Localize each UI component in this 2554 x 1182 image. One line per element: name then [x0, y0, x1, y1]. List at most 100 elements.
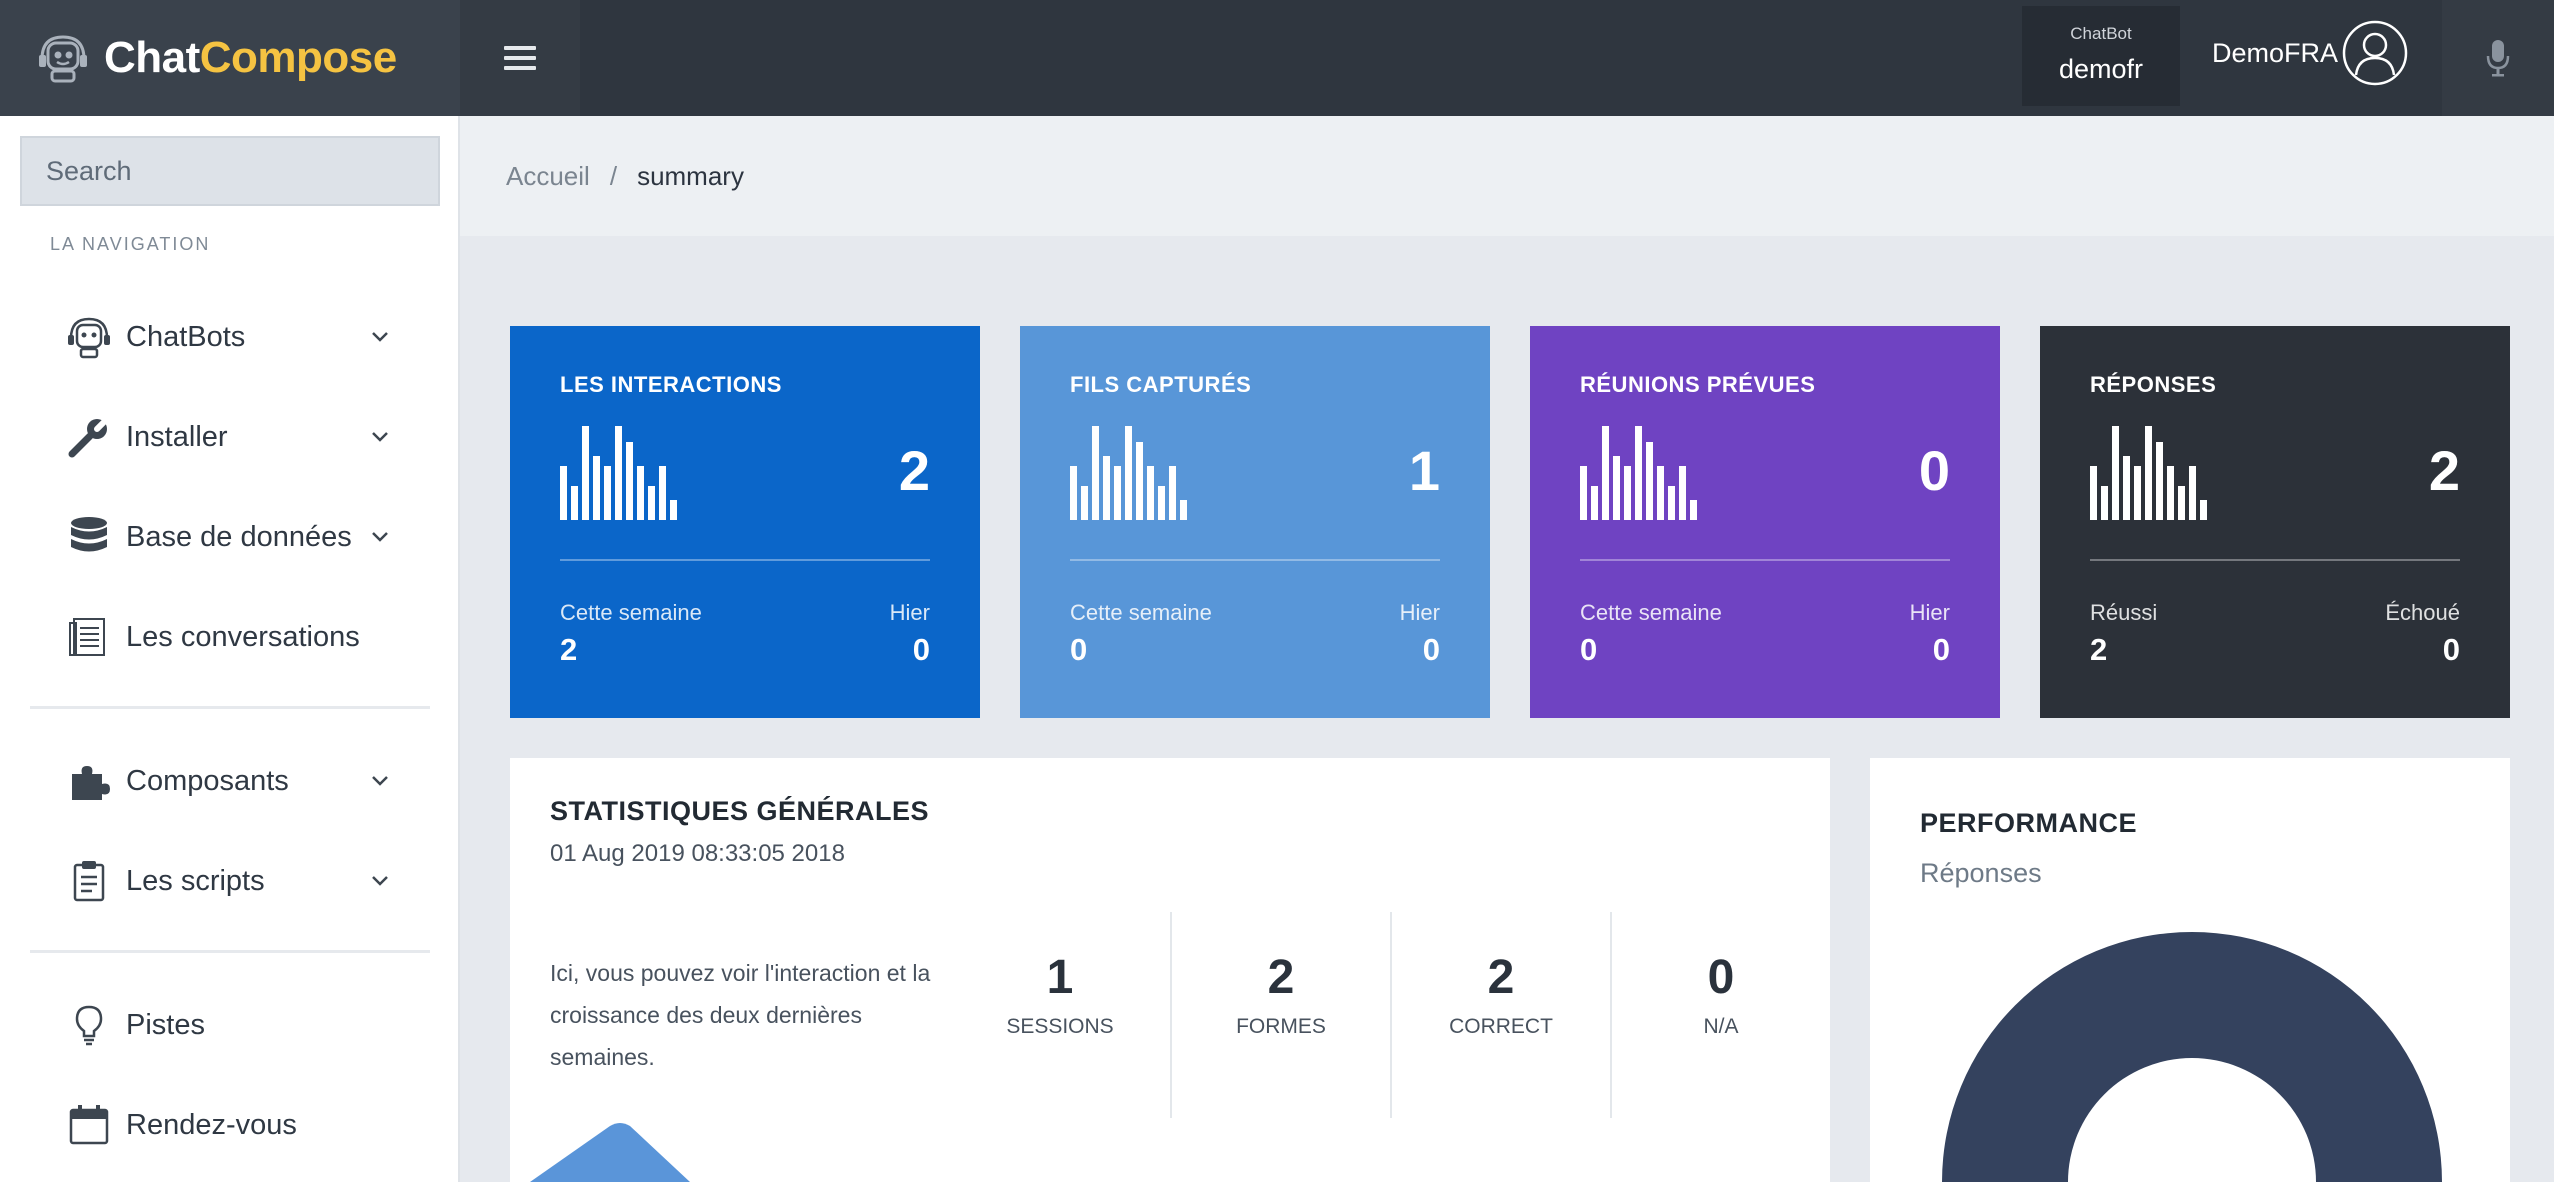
- menu-toggle-button[interactable]: [460, 0, 580, 116]
- card-right-label: Hier: [889, 600, 930, 625]
- donut-ring: [1942, 932, 2442, 1182]
- sidebar-item-label: Rendez-vous: [126, 1108, 297, 1141]
- robot-logo-icon: [39, 35, 87, 83]
- card-title: LES INTERACTIONS: [560, 372, 782, 397]
- panel-subtitle: Réponses: [1920, 858, 2042, 888]
- bar-chart-icon: [1580, 426, 1697, 520]
- card-right-value: 0: [1422, 632, 1440, 667]
- sidebar-item-components[interactable]: Composants: [30, 736, 430, 826]
- card-value: 2: [2428, 439, 2460, 502]
- card-right-label: Hier: [1909, 600, 1950, 625]
- card-title: RÉUNIONS PRÉVUES: [1580, 372, 1816, 397]
- planned-meetings-card[interactable]: RÉUNIONS PRÉVUES 0 Cette semaine Hier 0 …: [1530, 326, 2000, 718]
- card-right-value: 0: [1932, 632, 1950, 667]
- card-left-label: Réussi: [2090, 600, 2158, 625]
- chatbot-caption: ChatBot: [2070, 24, 2132, 43]
- card-right-value: 0: [912, 632, 930, 667]
- responses-card[interactable]: RÉPONSES 2 Réussi Échoué 2 0: [2040, 326, 2510, 718]
- card-left-value: 2: [2090, 632, 2108, 667]
- wrench-icon: [66, 414, 112, 460]
- card-left-label: Cette semaine: [1580, 600, 1722, 625]
- chatbot-name: demofr: [2058, 54, 2144, 84]
- bar-chart-icon: [2090, 426, 2207, 520]
- stats-description: Ici, vous pouvez voir l'interaction et l…: [550, 960, 931, 1070]
- panel-title: STATISTIQUES GÉNÉRALES: [550, 796, 930, 826]
- sidebar-item-database[interactable]: Base de données: [30, 492, 430, 582]
- brand-name: ChatCompose: [104, 33, 397, 83]
- growth-area-chart: [530, 1123, 690, 1182]
- kpi-value: 1: [1046, 951, 1074, 1004]
- sidebar-item-label: Composants: [126, 764, 289, 797]
- bar-chart-icon: [1070, 426, 1187, 520]
- card-left-value: 2: [560, 632, 578, 667]
- card-left-value: 0: [1070, 632, 1088, 667]
- performance-donut-chart: [1942, 932, 2442, 1182]
- kpi-sessions: 1 SESSIONS: [950, 912, 1170, 1118]
- user-avatar-icon[interactable]: [2342, 20, 2408, 86]
- chevron-down-icon: [372, 776, 388, 786]
- chevron-down-icon: [372, 876, 388, 886]
- database-icon: [66, 514, 112, 560]
- kpi-correct: 2 CORRECT: [1390, 912, 1610, 1118]
- captured-threads-card[interactable]: FILS CAPTURÉS 1 Cette semaine Hier 0 0: [1020, 326, 1490, 718]
- breadcrumb-home-link[interactable]: Accueil: [506, 160, 590, 191]
- chevron-down-icon: [372, 532, 388, 542]
- kpi-label: SESSIONS: [1006, 1015, 1114, 1038]
- nav-caption: LA NAVIGATION: [50, 234, 211, 254]
- robot-icon: [66, 314, 112, 360]
- interactions-card[interactable]: LES INTERACTIONS 2 Cette semaine Hier 2 …: [510, 326, 980, 718]
- kpi-value: 0: [1707, 951, 1735, 1004]
- sidebar-divider: [30, 706, 430, 709]
- bar-chart-icon: [560, 426, 677, 520]
- list-icon: [66, 614, 112, 660]
- panel-title: PERFORMANCE: [1920, 808, 2138, 838]
- sidebar-item-chatbots[interactable]: ChatBots: [30, 292, 430, 382]
- kpi-forms: 2 FORMES: [1170, 912, 1390, 1118]
- card-value: 1: [1408, 439, 1440, 502]
- sidebar-item-label: ChatBots: [126, 320, 246, 353]
- card-left-value: 0: [1580, 632, 1598, 667]
- sidebar-item-label: Pistes: [126, 1008, 205, 1041]
- microphone-icon: [2486, 40, 2510, 77]
- brand-name-part2: Compose: [199, 33, 397, 82]
- chevron-down-icon: [372, 432, 388, 442]
- breadcrumb-current: summary: [637, 160, 744, 191]
- sidebar-divider: [30, 950, 430, 953]
- general-stats-panel: STATISTIQUES GÉNÉRALES 01 Aug 2019 08:33…: [510, 758, 1830, 1182]
- card-left-label: Cette semaine: [1070, 600, 1212, 625]
- card-right-value: 0: [2442, 632, 2460, 667]
- sidebar-item-appointments[interactable]: Rendez-vous: [30, 1080, 430, 1170]
- performance-panel: PERFORMANCE Réponses: [1870, 758, 2510, 1182]
- card-title: RÉPONSES: [2090, 372, 2217, 397]
- breadcrumb: Accueil / summary: [460, 116, 2554, 236]
- breadcrumb-separator: /: [609, 160, 618, 191]
- sidebar-item-leads[interactable]: Pistes: [30, 980, 430, 1070]
- chatbot-selector[interactable]: ChatBot demofr: [2022, 6, 2180, 106]
- chevron-down-icon: [372, 332, 388, 342]
- kpi-label: FORMES: [1236, 1015, 1326, 1038]
- card-right-label: Hier: [1399, 600, 1440, 625]
- puzzle-icon: [66, 758, 112, 804]
- brand[interactable]: ChatCompose: [0, 0, 460, 116]
- user-name[interactable]: DemoFRA: [2212, 38, 2339, 68]
- card-value: 2: [898, 439, 930, 502]
- search-input[interactable]: [20, 136, 440, 206]
- card-right-label: Échoué: [2385, 600, 2460, 625]
- top-bar: ChatCompose ChatBot demofr DemoFRA: [0, 0, 2554, 116]
- growth-area-series: [530, 1123, 690, 1182]
- kpi-value: 2: [1487, 951, 1515, 1004]
- card-title: FILS CAPTURÉS: [1070, 372, 1252, 397]
- stats-date: 01 Aug 2019 08:33:05 2018: [550, 840, 845, 867]
- voice-button[interactable]: [2442, 0, 2554, 116]
- sidebar-item-conversations[interactable]: Les conversations: [30, 592, 430, 682]
- kpi-label: CORRECT: [1449, 1015, 1553, 1038]
- sidebar-item-installer[interactable]: Installer: [30, 392, 430, 482]
- sidebar-item-scripts[interactable]: Les scripts: [30, 836, 430, 926]
- sidebar: LA NAVIGATION ChatBots Installer Base de…: [0, 116, 460, 1182]
- hamburger-icon: [504, 46, 536, 70]
- kpi-value: 2: [1267, 951, 1295, 1004]
- lightbulb-icon: [66, 1002, 112, 1048]
- card-value: 0: [1918, 439, 1950, 502]
- kpi-na: 0 N/A: [1610, 912, 1830, 1118]
- calendar-icon: [66, 1102, 112, 1148]
